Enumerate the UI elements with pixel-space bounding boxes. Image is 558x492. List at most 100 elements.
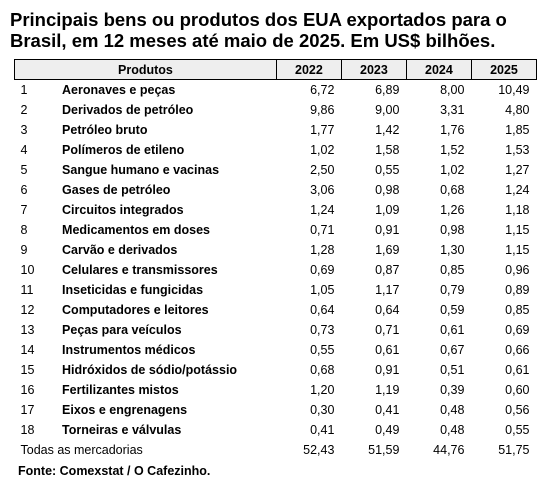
year-value: 1,76: [440, 123, 465, 137]
year-value: 0,71: [310, 223, 335, 237]
year-value: 0,91: [375, 363, 400, 377]
year-value: 0,41: [375, 403, 400, 417]
table-row: 17 Eixos e engrenagens 0,30 0,41 0,48 0,56: [15, 400, 537, 420]
row-index: 18: [20, 423, 35, 437]
table-row: 15 Hidróxidos de sódio/potássio 0,68 0,91 0,…: [15, 360, 537, 380]
exports-table: Produtos 2022 2023 2024 2025 1 Aeronaves …: [14, 59, 538, 461]
year-value: 1,15: [505, 243, 530, 257]
product-name: Gases de petróleo: [62, 183, 171, 197]
table-row: 5 Sangue humano e vacinas 2,50 0,55 1,02 1,27: [15, 160, 537, 180]
total-value: 51,59: [368, 443, 400, 457]
year-value: 8,00: [440, 83, 465, 97]
year-value: 0,85: [505, 303, 530, 317]
row-index: 15: [20, 363, 35, 377]
year-value: 0,71: [375, 323, 400, 337]
header-year: 2025: [470, 59, 538, 80]
row-index: 5: [20, 163, 28, 177]
year-value: 10,49: [498, 83, 530, 97]
year-value: 1,42: [375, 123, 400, 137]
product-name: Sangue humano e vacinas: [62, 163, 220, 177]
year-value: 1,77: [310, 123, 335, 137]
year-value: 0,51: [440, 363, 465, 377]
year-value: 1,19: [375, 383, 400, 397]
row-index: 8: [20, 223, 28, 237]
page-title: Principais bens ou produtos dos EUA expo…: [10, 9, 507, 51]
year-value: 0,85: [440, 263, 465, 277]
product-name: Polímeros de etileno: [62, 143, 185, 157]
product-name: Fertilizantes mistos: [62, 383, 179, 397]
year-value: 1,24: [310, 203, 335, 217]
header-products: Produtos: [14, 59, 277, 80]
year-value: 4,80: [505, 103, 530, 117]
header-year: 2022: [275, 59, 342, 80]
year-value: 0,55: [310, 343, 335, 357]
year-value: 9,00: [375, 103, 400, 117]
year-value: 3,31: [440, 103, 465, 117]
year-value: 1,18: [505, 203, 530, 217]
year-value: 1,53: [505, 143, 530, 157]
row-index: 3: [20, 123, 28, 137]
year-value: 0,68: [310, 363, 335, 377]
header-year: 2023: [340, 59, 407, 80]
year-value: 0,48: [440, 403, 465, 417]
product-name: Carvão e derivados: [62, 243, 178, 257]
year-value: 0,96: [505, 263, 530, 277]
year-value: 0,66: [505, 343, 530, 357]
year-value: 0,49: [375, 423, 400, 437]
row-index: 11: [20, 283, 34, 297]
year-value: 1,69: [375, 243, 400, 257]
table-row: 8 Medicamentos em doses 0,71 0,91 0,98 1,15: [15, 220, 537, 240]
year-value: 1,15: [505, 223, 530, 237]
table-row: 4 Polímeros de etileno 1,02 1,58 1,52 1,53: [15, 140, 537, 160]
product-name: Eixos e engrenagens: [62, 403, 188, 417]
year-value: 0,98: [375, 183, 400, 197]
year-value: 1,26: [440, 203, 465, 217]
total-value: 52,43: [303, 443, 335, 457]
total-label: Todas as mercadorias: [20, 443, 143, 457]
table-body: 1 Aeronaves e peças 6,72 6,89 8,00 10,49 2 Deri…: [15, 80, 537, 461]
year-value: 0,68: [440, 183, 465, 197]
year-value: 1,27: [505, 163, 530, 177]
row-index: 17: [20, 403, 35, 417]
table-row: 1 Aeronaves e peças 6,72 6,89 8,00 10,49: [15, 80, 537, 101]
row-index: 7: [20, 203, 28, 217]
year-value: 1,09: [375, 203, 400, 217]
product-name: Celulares e transmissores: [62, 263, 218, 277]
year-value: 0,69: [505, 323, 530, 337]
year-value: 1,85: [505, 123, 530, 137]
year-value: 1,02: [440, 163, 465, 177]
product-name: Instrumentos médicos: [62, 343, 196, 357]
product-name: Medicamentos em doses: [62, 223, 210, 237]
row-index: 1: [20, 83, 28, 97]
table-row: 16 Fertilizantes mistos 1,20 1,19 0,39 0,60: [15, 380, 537, 400]
table-row: 9 Carvão e derivados 1,28 1,69 1,30 1,15: [15, 240, 537, 260]
total-value: 51,75: [498, 443, 530, 457]
year-value: 0,69: [310, 263, 335, 277]
year-value: 0,48: [440, 423, 465, 437]
table-row: 10 Celulares e transmissores 0,69 0,87 0,85 0…: [15, 260, 537, 280]
row-index: 9: [20, 243, 28, 257]
table-row: 14 Instrumentos médicos 0,55 0,61 0,67 0,66: [15, 340, 537, 360]
year-value: 0,79: [440, 283, 465, 297]
year-value: 0,73: [310, 323, 335, 337]
table-row: 18 Torneiras e válvulas 0,41 0,49 0,48 0,55: [15, 420, 537, 440]
row-index: 16: [20, 383, 35, 397]
year-value: 0,55: [375, 163, 400, 177]
table-row: 3 Petróleo bruto 1,77 1,42 1,76 1,85: [15, 120, 537, 140]
row-index: 6: [20, 183, 28, 197]
year-value: 1,30: [440, 243, 465, 257]
product-name: Computadores e leitores: [62, 303, 209, 317]
year-value: 1,02: [310, 143, 335, 157]
year-value: 0,60: [505, 383, 530, 397]
year-value: 0,64: [375, 303, 400, 317]
year-value: 0,91: [375, 223, 400, 237]
year-value: 3,06: [310, 183, 335, 197]
table-row: 13 Peças para veículos 0,73 0,71 0,61 0,69: [15, 320, 537, 340]
product-name: Torneiras e válvulas: [62, 423, 182, 437]
row-index: 13: [20, 323, 35, 337]
year-value: 6,89: [375, 83, 400, 97]
row-index: 2: [20, 103, 28, 117]
product-name: Hidróxidos de sódio/potássio: [62, 363, 238, 377]
year-value: 0,61: [375, 343, 400, 357]
product-name: Derivados de petróleo: [62, 103, 194, 117]
